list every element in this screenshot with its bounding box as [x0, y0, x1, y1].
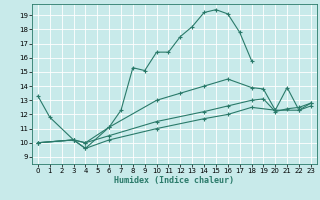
- X-axis label: Humidex (Indice chaleur): Humidex (Indice chaleur): [115, 176, 234, 185]
